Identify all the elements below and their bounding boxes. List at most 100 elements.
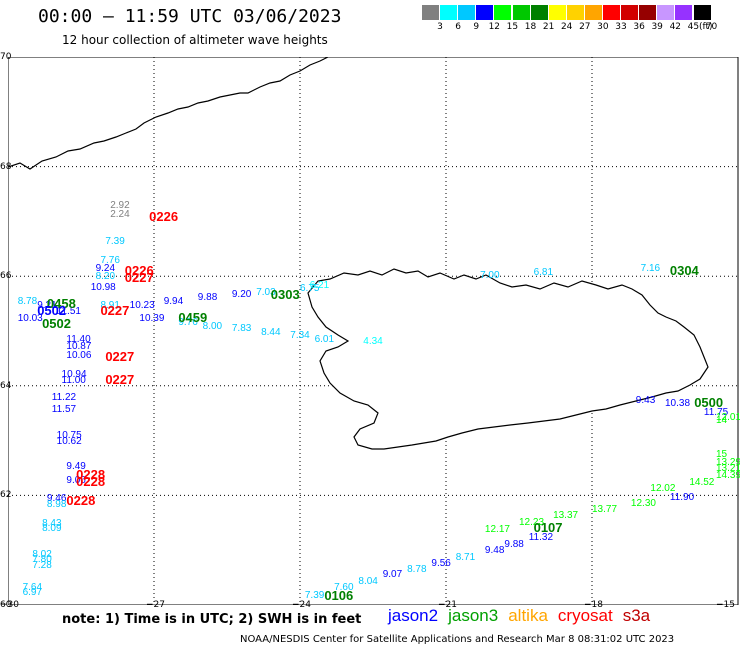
wave-height-value: 8.04 bbox=[358, 575, 378, 587]
wave-height-value: 7.80 bbox=[32, 554, 52, 566]
wave-height-value: 14.52 bbox=[689, 476, 715, 488]
wave-height-value: 7.64 bbox=[22, 582, 43, 593]
wave-height-value: 9.20 bbox=[231, 288, 252, 300]
colorbar-swatch bbox=[675, 5, 694, 20]
longitude-label: −21 bbox=[438, 600, 457, 610]
wave-height-value: 10.62 bbox=[56, 435, 82, 447]
colorbar-label: 27 bbox=[579, 22, 591, 32]
wave-height-value: 6.81 bbox=[533, 267, 554, 279]
wave-height-value: 13.21 bbox=[716, 463, 740, 475]
latitude-label: 64 bbox=[0, 380, 12, 391]
colorbar-label: 45 bbox=[687, 22, 700, 32]
wave-height-value: 7.39 bbox=[105, 235, 125, 247]
wave-height-value: 2.24 bbox=[110, 208, 130, 220]
wave-height-value: 11.51 bbox=[56, 306, 81, 318]
wave-height-value: 2.92 bbox=[110, 200, 130, 212]
credit-line: NOAA/NESDIS Center for Satellite Applica… bbox=[240, 634, 675, 645]
wave-height-value: 9.94 bbox=[163, 295, 184, 307]
wave-height-value: 9.76 bbox=[178, 316, 198, 328]
pass-time-label: 0228 bbox=[76, 473, 106, 489]
pass-time-label: 0227 bbox=[105, 349, 135, 365]
wave-height-value: 11.00 bbox=[61, 374, 86, 386]
map-subtitle: 12 hour collection of altimeter wave hei… bbox=[62, 33, 328, 47]
colorbar-label: 39 bbox=[651, 22, 663, 32]
wave-height-value: 10.87 bbox=[66, 340, 92, 352]
altimeter-map bbox=[8, 57, 739, 605]
wave-height-value: 9.88 bbox=[197, 292, 218, 304]
pass-time-label: 0227 bbox=[105, 371, 135, 387]
colorbar-label: 70 bbox=[705, 22, 718, 32]
legend-jason3: jason3 bbox=[448, 606, 499, 625]
wave-height-value: 9.48 bbox=[484, 545, 505, 557]
latitude-label: 60 bbox=[0, 600, 12, 610]
satellite-legend: jason2 jason3 altika cryosat s3a bbox=[388, 606, 660, 626]
wave-height-value: 6.21 bbox=[309, 279, 330, 291]
pass-time-label: 0458 bbox=[46, 295, 76, 311]
pass-time-label: 0303 bbox=[270, 286, 300, 302]
wave-height-value: 8.98 bbox=[46, 498, 67, 510]
wave-height-value: 7.03 bbox=[256, 286, 276, 298]
colorbar-label: 42 bbox=[669, 22, 682, 32]
pass-time-label: 0107 bbox=[533, 519, 563, 535]
pass-time-label: 0228 bbox=[76, 467, 106, 483]
wave-height-value: 8.00 bbox=[202, 320, 223, 332]
wave-height-value: 8.43 bbox=[42, 517, 62, 529]
pass-time-label: 0502 bbox=[42, 315, 71, 331]
wave-height-value: 11.75 bbox=[703, 407, 729, 419]
colorbar-label: 15 bbox=[506, 22, 519, 32]
wave-height-value: 10.39 bbox=[139, 312, 165, 324]
wave-height-value: 8.20 bbox=[95, 271, 116, 283]
pass-time-label: 0227 bbox=[100, 303, 130, 319]
wave-height-value: 9.24 bbox=[95, 263, 116, 275]
latitude-label: 68 bbox=[0, 161, 12, 172]
wave-height-value: 6.75 bbox=[300, 282, 320, 294]
wave-height-value: 8.02 bbox=[32, 548, 52, 560]
legend-jason2: jason2 bbox=[388, 606, 439, 625]
wave-height-value: 10.06 bbox=[66, 349, 92, 361]
wave-height-value: 15 bbox=[716, 449, 728, 461]
wave-height-value: 14 bbox=[716, 415, 728, 427]
pass-time-label: 0226 bbox=[124, 263, 154, 279]
longitude-label: −30 bbox=[0, 600, 19, 610]
colorbar-swatch bbox=[603, 5, 621, 20]
colorbar-label: 6 bbox=[455, 22, 461, 32]
colorbar-label: 21 bbox=[542, 22, 555, 32]
colorbar-swatch bbox=[458, 5, 477, 20]
colorbar-swatch bbox=[639, 5, 658, 20]
greenland-coastline bbox=[8, 57, 329, 170]
legend-altika: altika bbox=[508, 606, 548, 625]
wave-height-value: 9.21 bbox=[37, 299, 57, 311]
wave-height-value: 10.03 bbox=[17, 312, 43, 324]
longitude-label: −15 bbox=[716, 600, 735, 610]
pass-time-label: 0106 bbox=[324, 588, 354, 604]
wave-height-value: 13.37 bbox=[553, 510, 579, 522]
colorbar-swatch bbox=[494, 5, 513, 20]
legend-s3a: s3a bbox=[622, 606, 651, 625]
colorbar-swatch bbox=[440, 5, 459, 20]
pass-time-label: 0500 bbox=[694, 395, 724, 411]
colorbar-label: 12 bbox=[488, 22, 501, 32]
wave-height-value: 8.71 bbox=[455, 551, 476, 563]
wave-height-value: 6.97 bbox=[22, 587, 43, 599]
map-frame bbox=[8, 57, 739, 605]
pass-time-label: 0459 bbox=[178, 309, 208, 325]
latitude-label: 70 bbox=[0, 52, 12, 62]
wave-height-value: 14.39 bbox=[716, 470, 740, 482]
wave-height-value: 8.09 bbox=[42, 523, 62, 535]
wave-height-value: 9.43 bbox=[635, 395, 656, 407]
wave-height-value: 8.44 bbox=[261, 326, 281, 338]
units-note: note: 1) Time is in UTC; 2) SWH is in fe… bbox=[62, 612, 362, 627]
colorbar-label: 36 bbox=[633, 22, 645, 32]
colorbar-swatch bbox=[422, 5, 440, 20]
wave-height-value: 7.39 bbox=[304, 590, 325, 602]
wave-height-value: 10.23 bbox=[129, 299, 155, 311]
wave-height-value: 11.57 bbox=[51, 404, 77, 416]
wave-height-value: 8.78 bbox=[407, 563, 427, 575]
colorbar-label: 24 bbox=[560, 22, 573, 32]
wave-height-value: 7.60 bbox=[334, 582, 354, 593]
pass-time-label: 0304 bbox=[669, 263, 699, 279]
wave-height-value: 12.17 bbox=[484, 523, 510, 535]
latitude-label: 62 bbox=[0, 490, 12, 501]
colorbar-swatch bbox=[693, 5, 712, 20]
pass-time-label: 0227 bbox=[124, 269, 154, 285]
